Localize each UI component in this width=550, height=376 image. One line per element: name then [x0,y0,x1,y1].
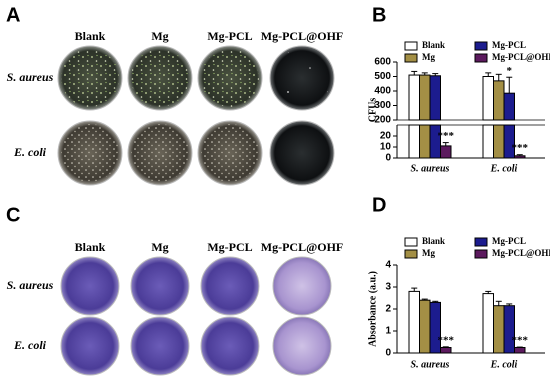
column-header: Mg-PCL [207,29,252,43]
plate [200,316,260,376]
y-axis-label: CFUs [367,98,378,123]
colonies [61,124,119,182]
bar [408,290,420,354]
plate [60,256,120,316]
bar [514,347,526,354]
column-header: Mg-PCL [207,240,252,254]
legend-swatch [404,249,418,259]
row-label: E. coli [13,145,47,159]
y-tick-label: 4 [385,260,391,271]
y-tick-label: 3 [385,282,391,293]
bar [482,293,494,354]
plate [272,256,332,316]
column-header: Mg [151,29,168,43]
bar [493,80,505,121]
plate [269,120,335,186]
bar [493,305,505,354]
column-header: Blank [75,240,106,254]
significance: *** [512,335,529,347]
legend-swatch [474,249,488,259]
colonies [131,124,189,182]
y-tick-label: 2 [385,304,391,315]
plate [130,256,190,316]
plate [272,316,332,376]
legend-swatch [404,41,418,51]
y-tick-label: 300 [374,100,391,111]
legend-swatch [474,237,488,247]
colonies [201,124,259,182]
legend-label: Mg-PCL@OHF [492,52,550,62]
plate [60,316,120,376]
bar [440,347,452,354]
y-tick-label: 500 [374,71,391,82]
y-tick-label: 0 [385,153,391,164]
legend-label: Blank [422,236,445,246]
plate [130,316,190,376]
bar [429,124,441,159]
colonies [201,49,259,107]
panel-label: D [372,194,386,216]
y-tick-label: 600 [374,57,391,68]
colonies [273,49,331,107]
bar [408,124,420,159]
y-axis-label: Absorbance (a.u.) [367,271,378,347]
significance: *** [438,130,455,142]
significance: *** [438,334,455,346]
x-tick-label: S. aureus [411,359,450,370]
y-tick-label: 0 [385,348,391,359]
legend-label: Mg-PCL [492,40,526,50]
significance: *** [512,142,529,154]
y-tick-label: 400 [374,86,391,97]
row-label: S. aureus [7,70,54,84]
legend-label: Mg [422,52,435,62]
legend-swatch [474,41,488,51]
legend-label: Mg-PCL [492,236,526,246]
column-header: Mg [151,240,168,254]
column-header: Blank [75,29,106,43]
bar [482,124,494,159]
significance: * [507,65,513,77]
x-tick-label: E. coli [490,163,518,174]
column-header: Mg-PCL@OHF [261,240,343,254]
bar [493,124,505,159]
legend-swatch [404,237,418,247]
bar [408,74,420,121]
y-tick-label: 200 [374,115,391,126]
bar [429,75,441,121]
colonies [131,49,189,107]
plate [200,256,260,316]
bar [514,155,526,159]
column-header: Mg-PCL@OHF [261,29,343,43]
bar [419,74,431,121]
legend-label: Mg-PCL@OHF [492,248,550,258]
legend-swatch [404,53,418,63]
panel-label: B [372,4,386,26]
bar [419,299,431,354]
bar [419,124,431,159]
bar [503,124,515,159]
y-tick-label: 20 [380,131,392,142]
y-tick-label: 1 [385,326,391,337]
bar [482,76,494,121]
legend-label: Mg [422,248,435,258]
x-tick-label: E. coli [490,359,518,370]
row-label: S. aureus [7,278,54,292]
legend-swatch [474,53,488,63]
bar [503,92,515,121]
legend-label: Blank [422,40,445,50]
bar [440,145,452,159]
panel-label: C [6,204,20,226]
y-tick-label: 10 [380,142,392,153]
panel-label: A [6,4,20,26]
colonies [61,49,119,107]
x-tick-label: S. aureus [411,163,450,174]
row-label: E. coli [13,338,47,352]
